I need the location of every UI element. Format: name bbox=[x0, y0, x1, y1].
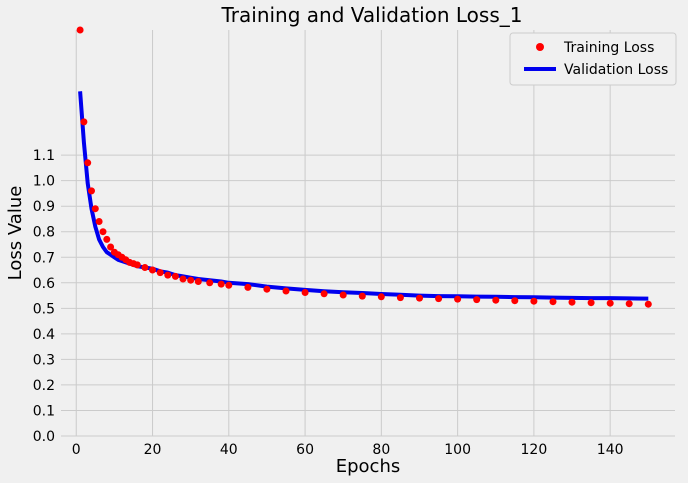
training-loss-point bbox=[91, 205, 99, 213]
training-loss-point bbox=[416, 294, 423, 302]
training-loss-point bbox=[206, 279, 214, 287]
grid bbox=[61, 30, 675, 437]
y-axis-label: Loss Value bbox=[5, 186, 26, 281]
legend-training-marker bbox=[536, 43, 544, 51]
training-loss-point bbox=[358, 292, 366, 300]
training-loss-point bbox=[76, 26, 84, 34]
y-tick-label: 1.0 bbox=[33, 174, 55, 190]
training-loss-point bbox=[103, 235, 111, 243]
x-tick-label: 40 bbox=[220, 442, 238, 458]
training-loss-point bbox=[587, 299, 595, 307]
x-tick-label: 140 bbox=[597, 442, 624, 458]
x-tick-label: 120 bbox=[521, 442, 548, 458]
training-loss-point bbox=[435, 295, 443, 303]
training-loss-point bbox=[187, 276, 195, 284]
training-loss-point bbox=[644, 300, 652, 308]
training-loss-point bbox=[164, 271, 172, 279]
x-tick-label: 80 bbox=[372, 442, 390, 458]
training-loss-point bbox=[107, 243, 115, 251]
x-ticks: 0 20 40 60 80 100 120 140 bbox=[72, 442, 624, 458]
training-loss-point bbox=[95, 218, 103, 225]
training-loss-point bbox=[171, 272, 179, 280]
training-loss-point bbox=[568, 298, 576, 306]
training-loss-point bbox=[511, 297, 519, 305]
y-tick-label: 0.0 bbox=[33, 429, 55, 445]
legend-training-label: Training Loss bbox=[563, 40, 654, 56]
training-loss-point bbox=[141, 264, 149, 271]
legend: Training Loss Validation Loss bbox=[509, 32, 677, 86]
training-loss-point bbox=[80, 118, 88, 126]
y-tick-label: 0.8 bbox=[33, 225, 55, 241]
training-loss-point bbox=[133, 261, 141, 269]
training-loss-point bbox=[549, 298, 557, 306]
training-loss-point bbox=[396, 294, 404, 302]
training-loss-point bbox=[377, 293, 385, 301]
training-loss-point bbox=[625, 300, 633, 308]
y-tick-label: 0.2 bbox=[33, 378, 55, 394]
x-tick-label: 0 bbox=[72, 442, 81, 458]
training-loss-point bbox=[263, 285, 271, 293]
training-loss-point bbox=[88, 187, 95, 195]
y-ticks: 0.0 0.1 0.2 0.3 0.4 0.5 0.6 0.7 0.8 0.9 1.0 1.1 bbox=[33, 148, 55, 445]
training-loss-point bbox=[339, 291, 347, 299]
legend-validation-label: Validation Loss bbox=[564, 62, 668, 78]
training-loss-point bbox=[606, 299, 614, 307]
x-tick-label: 60 bbox=[296, 442, 314, 458]
y-tick-label: 0.4 bbox=[33, 327, 55, 343]
series-layer bbox=[76, 26, 652, 308]
training-loss-point bbox=[492, 296, 500, 304]
training-loss-point bbox=[84, 159, 92, 167]
y-tick-label: 1.1 bbox=[33, 148, 55, 164]
training-loss-point bbox=[149, 266, 156, 274]
x-tick-label: 100 bbox=[444, 442, 471, 458]
training-loss-point bbox=[473, 296, 481, 304]
training-loss-point bbox=[217, 280, 225, 288]
y-tick-label: 0.7 bbox=[33, 250, 55, 266]
training-loss-point bbox=[282, 287, 290, 295]
training-loss-point bbox=[320, 290, 328, 298]
y-tick-label: 0.5 bbox=[33, 301, 55, 317]
y-tick-label: 0.6 bbox=[33, 276, 55, 292]
training-loss-point bbox=[244, 283, 252, 291]
training-loss-point bbox=[156, 269, 164, 277]
training-loss-point bbox=[454, 295, 462, 303]
plot-area: 0 20 40 60 80 100 120 140 0.0 0.1 0.2 0.3 0.4 0.5 0.6… bbox=[33, 26, 675, 458]
training-loss-point bbox=[99, 228, 107, 236]
training-loss-point bbox=[194, 278, 202, 285]
y-tick-label: 0.1 bbox=[33, 403, 55, 419]
x-tick-label: 20 bbox=[144, 442, 162, 458]
training-loss-point bbox=[530, 297, 538, 305]
legend-box bbox=[509, 32, 677, 86]
chart-title: Training and Validation Loss_1 bbox=[221, 3, 523, 27]
training-loss-point bbox=[301, 289, 309, 296]
training-loss-point bbox=[225, 281, 233, 289]
y-tick-label: 0.3 bbox=[33, 352, 55, 368]
y-tick-label: 0.9 bbox=[33, 199, 55, 215]
training-loss-point bbox=[179, 275, 187, 283]
x-axis-label: Epochs bbox=[336, 456, 401, 477]
